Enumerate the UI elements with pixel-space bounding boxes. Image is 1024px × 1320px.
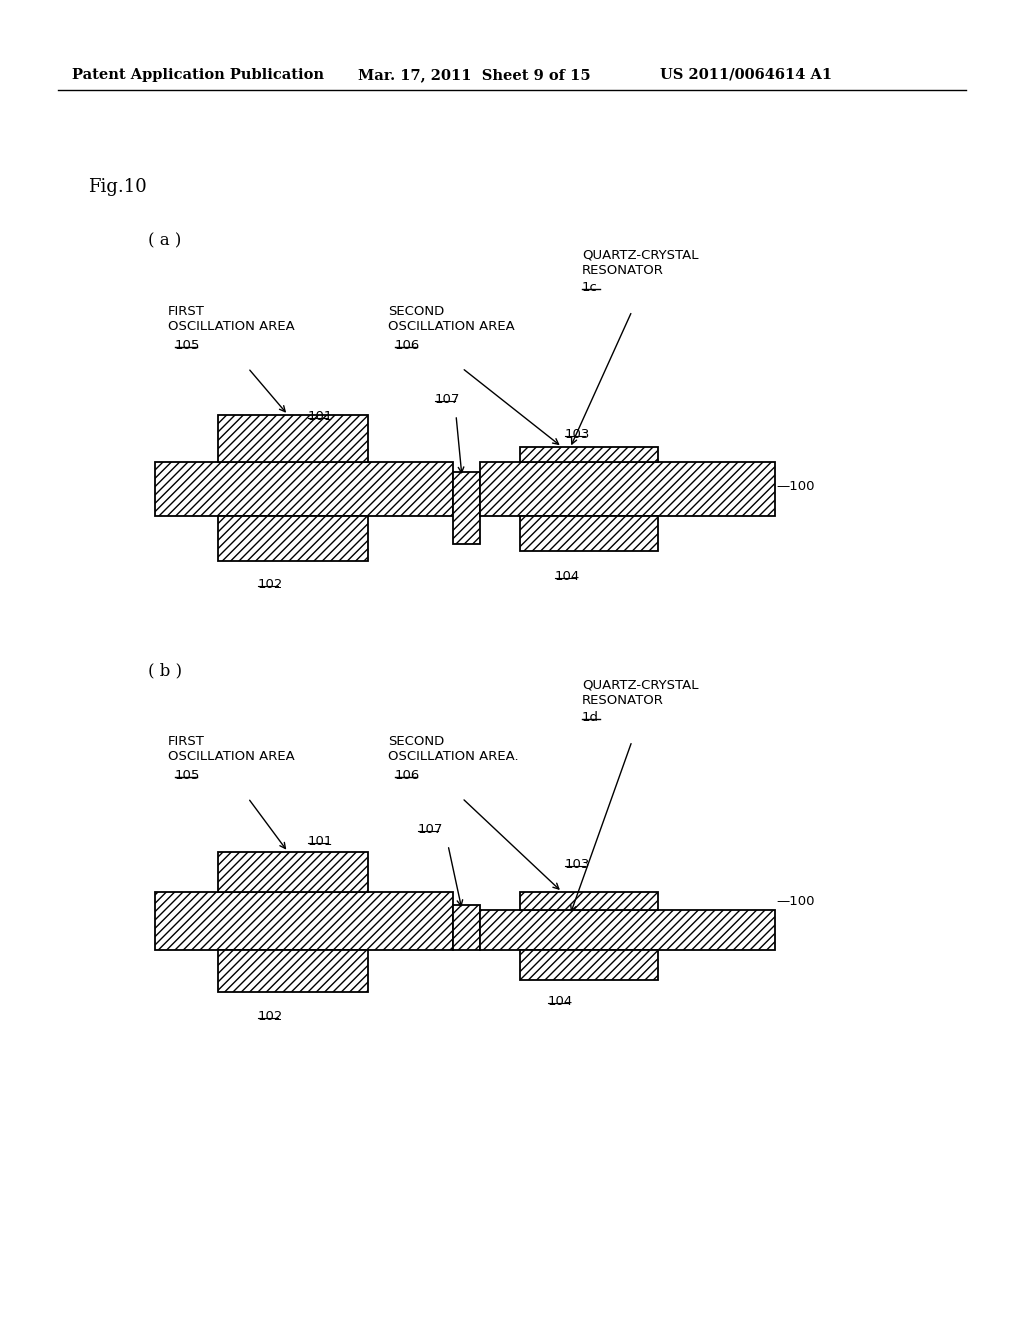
Text: 101: 101: [308, 836, 334, 847]
Bar: [520, 892, 658, 909]
Text: Patent Application Publication: Patent Application Publication: [72, 69, 324, 82]
Text: Fig.10: Fig.10: [88, 178, 146, 195]
Text: 1c: 1c: [582, 281, 598, 294]
Text: FIRST: FIRST: [168, 735, 205, 748]
Text: 1d: 1d: [582, 711, 599, 723]
Text: QUARTZ-CRYSTAL: QUARTZ-CRYSTAL: [582, 678, 698, 690]
Text: —100: —100: [776, 480, 814, 492]
Bar: [155, 892, 453, 950]
Text: ( b ): ( b ): [148, 663, 182, 678]
Text: OSCILLATION AREA: OSCILLATION AREA: [168, 319, 295, 333]
Bar: [520, 950, 658, 979]
Bar: [480, 909, 775, 950]
Bar: [520, 447, 658, 462]
Text: 105: 105: [175, 339, 201, 352]
Bar: [218, 516, 368, 561]
Text: 107: 107: [435, 393, 461, 407]
Text: SECOND: SECOND: [388, 735, 444, 748]
Text: RESONATOR: RESONATOR: [582, 694, 664, 708]
Text: FIRST: FIRST: [168, 305, 205, 318]
Bar: [520, 516, 658, 550]
Text: 104: 104: [548, 995, 573, 1008]
Bar: [218, 950, 368, 993]
Text: RESONATOR: RESONATOR: [582, 264, 664, 277]
Bar: [155, 462, 453, 516]
Bar: [218, 851, 368, 892]
Bar: [218, 414, 368, 462]
Text: SECOND: SECOND: [388, 305, 444, 318]
Text: 102: 102: [258, 578, 284, 591]
Text: Mar. 17, 2011  Sheet 9 of 15: Mar. 17, 2011 Sheet 9 of 15: [358, 69, 591, 82]
Text: OSCILLATION AREA: OSCILLATION AREA: [168, 750, 295, 763]
Bar: [480, 462, 775, 516]
Text: 102: 102: [258, 1010, 284, 1023]
Bar: [453, 473, 480, 544]
Text: ( a ): ( a ): [148, 232, 181, 249]
Text: QUARTZ-CRYSTAL: QUARTZ-CRYSTAL: [582, 248, 698, 261]
Text: 104: 104: [555, 570, 581, 583]
Text: 101: 101: [308, 411, 334, 422]
Bar: [453, 906, 480, 950]
Text: 106: 106: [395, 339, 420, 352]
Text: OSCILLATION AREA.: OSCILLATION AREA.: [388, 750, 518, 763]
Text: 103: 103: [565, 428, 591, 441]
Text: —100: —100: [776, 895, 814, 908]
Text: US 2011/0064614 A1: US 2011/0064614 A1: [660, 69, 833, 82]
Text: 105: 105: [175, 770, 201, 781]
Text: 106: 106: [395, 770, 420, 781]
Text: OSCILLATION AREA: OSCILLATION AREA: [388, 319, 515, 333]
Text: 107: 107: [418, 822, 443, 836]
Text: 103: 103: [565, 858, 591, 871]
